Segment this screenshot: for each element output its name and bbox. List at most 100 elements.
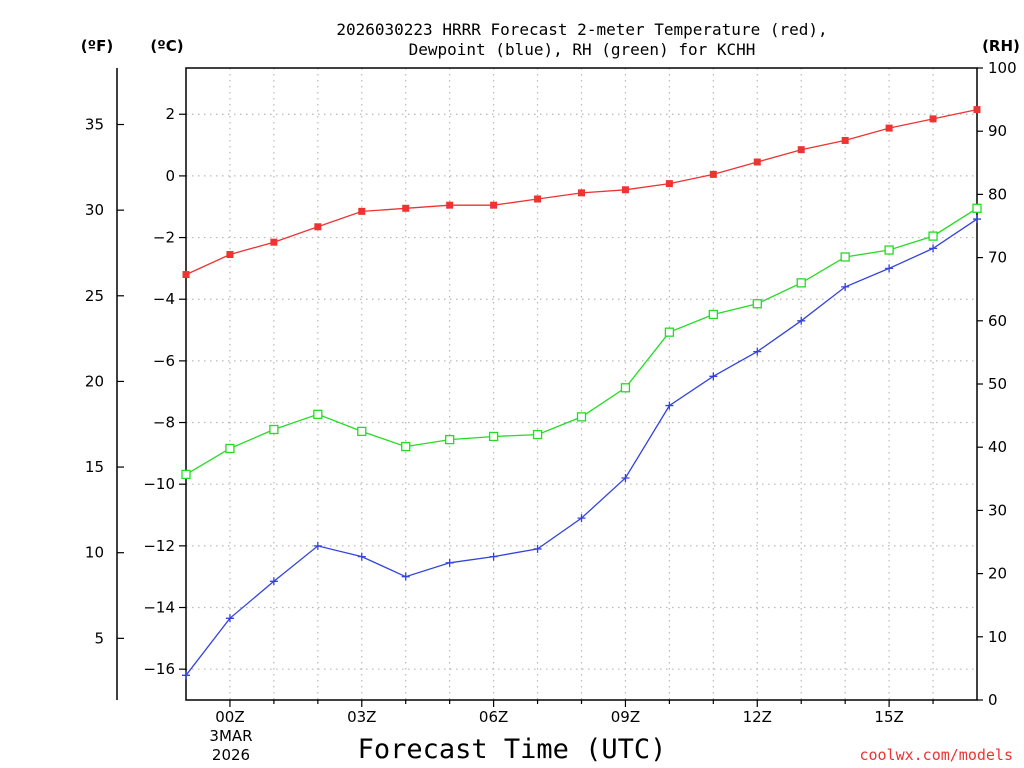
c-tick-label: 2 [165,105,175,123]
x-tick-label: 09Z [611,708,640,726]
grid-lines [186,68,977,700]
dewpoint-point [182,671,190,680]
fahrenheit-axis-label: (ºF) [81,37,113,55]
temperature-point [270,238,278,246]
rh-point [445,434,455,445]
c-tick-label: −16 [143,660,175,678]
plot-frame [185,67,978,701]
x-tick-label: 06Z [479,708,508,726]
temperature-point [226,251,234,259]
rh-point [401,441,411,452]
temperature-point [358,207,366,215]
rh-tick-label: 60 [988,312,1007,330]
rh-tick-label: 30 [988,501,1007,519]
rh-tick-label: 90 [988,122,1007,140]
celsius-axis-label: (ºC) [150,37,183,55]
temperature-point [929,115,937,123]
rh-point [884,245,894,255]
temperature-point [753,158,761,166]
rh-point [708,309,718,320]
f-tick-label: 10 [85,544,104,562]
c-tick-label: −8 [153,414,175,432]
c-tick-label: −4 [153,290,175,308]
temperature-point [885,124,893,132]
rh-axis-label: (RH) [982,37,1020,55]
rh-point [796,278,806,288]
dewpoint-point [665,401,674,410]
rh-tick-label: 0 [988,691,998,709]
temperature-point [182,271,190,279]
dewpoint-point [577,514,586,523]
dewpoint-point [621,474,630,483]
x-tick-label: 12Z [743,708,772,726]
rh-point [357,426,367,437]
x-date-line-2: 2026 [212,746,250,764]
rh-point [181,469,191,480]
dewpoint-point [357,552,366,561]
rh-tick-label: 50 [988,375,1007,393]
rh-point [269,424,279,435]
f-tick-label: 5 [94,629,104,647]
f-tick-label: 30 [85,201,104,219]
rh-tick-label: 10 [988,628,1007,646]
rh-point [972,203,982,213]
dewpoint-point [929,244,938,253]
x-tick-label: 15Z [874,708,903,726]
rh-tick-label: 100 [988,59,1017,77]
c-tick-label: −14 [143,599,175,617]
temperature-point [446,201,454,209]
temperature-point [314,223,322,231]
data-series [181,106,982,680]
rh-tick-label: 70 [988,249,1007,267]
f-tick-label: 20 [85,372,104,390]
f-tick-label: 15 [85,458,104,476]
c-tick-label: −12 [143,537,175,555]
rh-point [620,383,631,393]
temperature-point [490,201,498,209]
c-tick-label: −6 [153,352,175,370]
rh-point [840,252,850,262]
dewpoint-point [753,347,762,356]
rh-point [532,429,543,440]
chart-title-line-1: 2026030223 HRRR Forecast 2-meter Tempera… [336,20,827,39]
temperature-point [841,136,849,144]
rh-point [752,299,762,309]
dewpoint-point [445,558,454,567]
rh-point [576,412,587,422]
dewpoint-point [489,552,498,561]
rh-point [488,431,499,442]
temperature-point [709,170,717,178]
rh-tick-label: 40 [988,438,1007,456]
axes-ticks: 00Z 03Z 06Z 09Z 12Z 15Z −16 −14 −12 −10 −8 −6 −4 −2 0 2… [85,59,1017,726]
dewpoint-point [269,577,278,586]
rh-point [313,409,323,419]
temperature-point [973,106,981,114]
temperature-point [621,186,629,194]
temperature-point [797,146,805,154]
rh-point [225,443,235,454]
x-axis-title: Forecast Time (UTC) [358,734,667,765]
dewpoint-point [225,614,234,623]
dewpoint-point [313,541,322,550]
x-date-line-1: 3MAR [209,727,252,745]
dewpoint-point [533,544,542,553]
dewpoint-point [973,215,981,224]
c-tick-label: 0 [165,167,175,185]
f-tick-label: 35 [85,116,104,134]
f-tick-label: 25 [85,287,104,305]
rh-point [664,327,675,337]
c-tick-label: −10 [143,475,175,493]
temperature-point [665,180,673,188]
dewpoint-point [841,282,850,291]
temperature-point [402,204,410,212]
dewpoint-point [797,316,806,325]
x-tick-label: 03Z [347,708,376,726]
c-tick-label: −2 [153,229,175,247]
temperature-point [534,195,542,203]
rh-tick-label: 80 [988,185,1007,203]
temperature-point [578,189,585,197]
chart-title-line-2: Dewpoint (blue), RH (green) for KCHH [409,40,756,59]
x-tick-label: 00Z [215,708,244,726]
dewpoint-point [401,572,410,581]
